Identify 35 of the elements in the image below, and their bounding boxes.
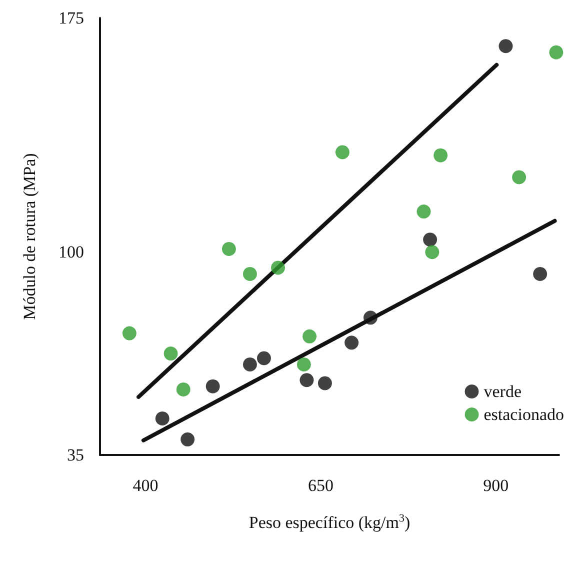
point [302,329,317,344]
point [296,357,311,372]
point [434,148,448,162]
y-tick-label: 35 [67,446,84,464]
point [498,39,513,54]
point [155,411,170,426]
point [416,204,431,219]
point [222,242,236,256]
point [242,266,257,281]
x-tick-label: 650 [308,476,334,495]
point [176,382,190,396]
point [242,357,257,372]
y-axis-title: Módulo de rotura (MPa) [20,153,39,320]
point [364,310,378,325]
point [425,245,440,260]
point [164,346,178,361]
legend-label: estacionado [484,405,564,424]
y-tick-label: 175 [58,8,84,28]
point [180,432,195,446]
point [206,379,220,394]
point [318,376,332,390]
point [271,260,285,275]
point [512,170,526,184]
y-tick-label: 100 [58,242,84,262]
point [256,351,271,366]
point [423,232,438,247]
legend-label: verde [484,382,522,401]
point [549,45,564,60]
x-tick-label: 400 [132,476,158,495]
point [533,266,548,281]
point [335,145,350,160]
x-tick-label: 900 [483,476,509,495]
point [122,326,136,340]
point [344,336,359,350]
point [300,373,314,388]
